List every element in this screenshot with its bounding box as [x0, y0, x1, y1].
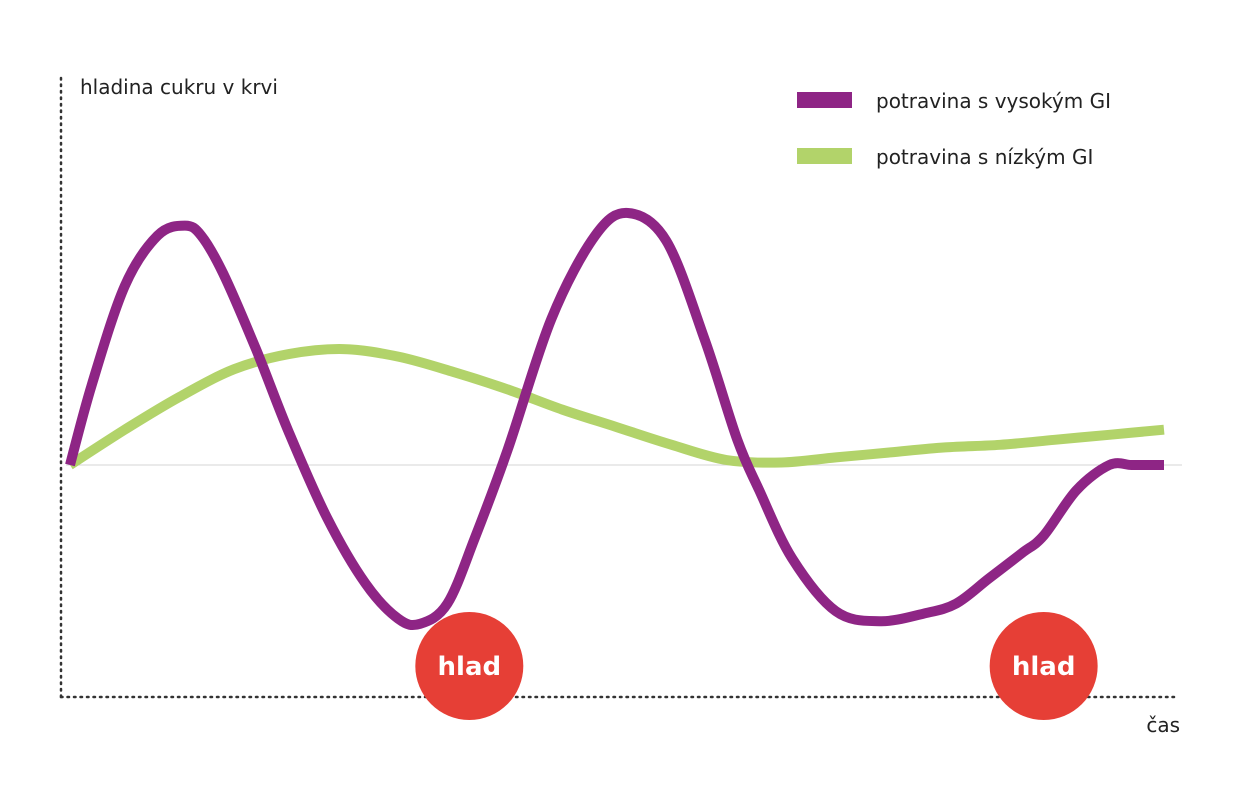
legend: potravina s vysokým GI potravina s nízký… [797, 89, 1111, 169]
axes [59, 76, 1182, 699]
hunger-circle [989, 612, 1098, 720]
legend-swatch-high-gi [797, 92, 852, 108]
legend-label-low-gi: potravina s nízkým GI [876, 145, 1093, 169]
legend-swatch-low-gi [797, 148, 852, 164]
hunger-marker: hlad [989, 612, 1098, 720]
hunger-circle [415, 612, 524, 720]
legend-label-high-gi: potravina s vysokým GI [876, 89, 1111, 113]
series-layer [65, 207, 1165, 631]
series-line-high-gi [65, 207, 1164, 631]
hunger-marker: hlad [415, 612, 524, 720]
hunger-label: hlad [438, 652, 502, 682]
series-line-low-gi [67, 344, 1165, 470]
y-axis-label: hladina cukru v krvi [80, 75, 278, 99]
x-axis-label: čas [1146, 713, 1180, 737]
hunger-label: hlad [1012, 652, 1076, 682]
annotation-layer: hlad hlad [415, 612, 1098, 720]
